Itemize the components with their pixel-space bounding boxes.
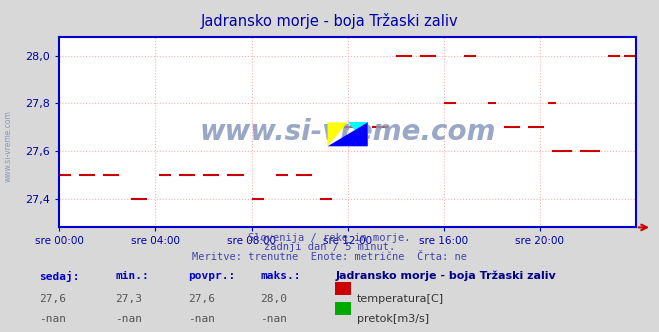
- Text: 27,3: 27,3: [115, 294, 142, 304]
- Text: www.si-vreme.com: www.si-vreme.com: [200, 118, 496, 146]
- Polygon shape: [328, 123, 368, 146]
- Text: pretok[m3/s]: pretok[m3/s]: [357, 314, 429, 324]
- Text: temperatura[C]: temperatura[C]: [357, 294, 444, 304]
- Polygon shape: [328, 123, 348, 146]
- Text: Jadransko morje - boja Tržaski zaliv: Jadransko morje - boja Tržaski zaliv: [336, 271, 557, 281]
- Text: Meritve: trenutne  Enote: metrične  Črta: ne: Meritve: trenutne Enote: metrične Črta: …: [192, 252, 467, 262]
- Text: povpr.:: povpr.:: [188, 271, 235, 281]
- Text: sedaj:: sedaj:: [40, 271, 80, 282]
- Text: zadnji dan / 5 minut.: zadnji dan / 5 minut.: [264, 242, 395, 252]
- Text: Jadransko morje - boja Tržaski zaliv: Jadransko morje - boja Tržaski zaliv: [201, 13, 458, 29]
- Text: 27,6: 27,6: [188, 294, 215, 304]
- Text: -nan: -nan: [260, 314, 287, 324]
- Text: -nan: -nan: [115, 314, 142, 324]
- Text: Slovenija / reke in morje.: Slovenija / reke in morje.: [248, 233, 411, 243]
- Text: www.si-vreme.com: www.si-vreme.com: [3, 110, 13, 182]
- Text: min.:: min.:: [115, 271, 149, 281]
- Text: -nan: -nan: [188, 314, 215, 324]
- Text: maks.:: maks.:: [260, 271, 301, 281]
- Text: 28,0: 28,0: [260, 294, 287, 304]
- Polygon shape: [348, 123, 368, 146]
- Text: -nan: -nan: [40, 314, 67, 324]
- Text: 27,6: 27,6: [40, 294, 67, 304]
